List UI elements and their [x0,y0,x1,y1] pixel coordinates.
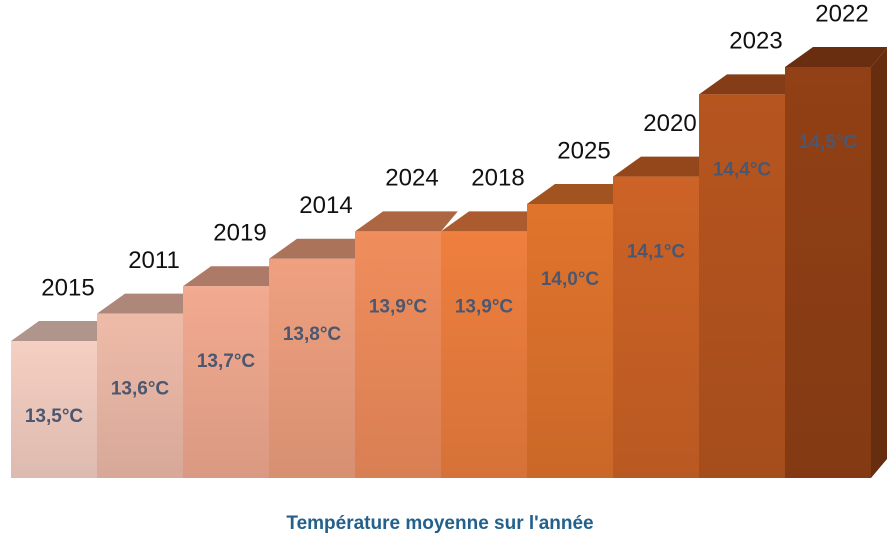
data-label: 13,7°C [197,351,256,372]
top-face [97,293,200,314]
x-tick-label: 2015 [41,274,94,301]
x-tick-label: 2022 [815,0,868,27]
bar [183,286,269,478]
data-label: 13,8°C [283,324,342,345]
data-label: 14,0°C [541,269,600,290]
data-label: 13,5°C [25,406,84,427]
top-face [527,184,630,204]
bar [355,231,441,478]
x-tick-label: 2025 [557,137,610,164]
bar [785,67,871,478]
bar [97,313,183,478]
x-tick-label: 2020 [643,110,696,137]
x-tick-label: 2024 [385,165,438,192]
side-face [871,47,887,478]
data-label: 14,4°C [713,159,772,180]
top-face [269,238,372,259]
bar [613,176,699,478]
x-tick-label: 2023 [729,28,782,55]
top-face [183,266,286,287]
top-face [699,74,802,95]
top-face [11,321,114,341]
x-tick-label: 2018 [471,165,524,192]
top-face [613,156,716,177]
data-label: 14,5°C [799,132,858,153]
data-label: 13,9°C [369,296,428,317]
bar [441,231,527,478]
bar [269,258,355,478]
data-label: 14,1°C [627,242,686,263]
x-tick-label: 2019 [213,220,266,247]
bar [699,94,785,479]
data-label: 13,6°C [111,379,170,400]
x-tick-label: 2011 [128,247,180,274]
top-face [785,47,887,67]
top-face [355,211,458,232]
data-label: 13,9°C [455,296,514,317]
chart-title: Température moyenne sur l'année [286,513,593,534]
x-tick-label: 2014 [299,192,352,219]
bar [11,341,97,478]
bar [527,204,613,478]
top-face [441,211,544,232]
